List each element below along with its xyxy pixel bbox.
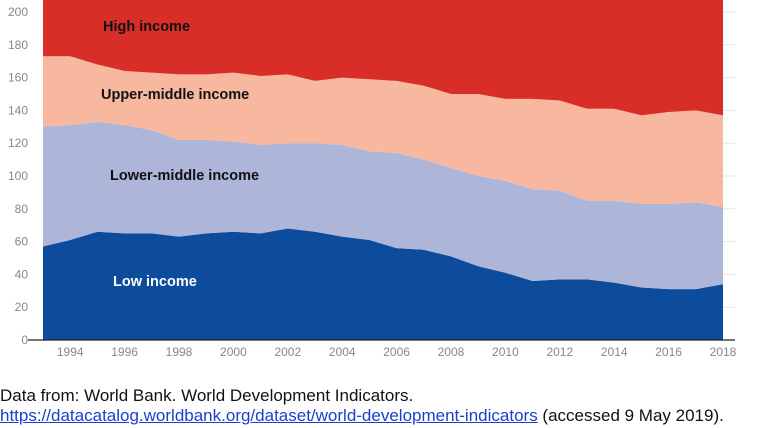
y-tick-label: 140 [8,103,28,117]
y-tick-label: 60 [15,235,29,249]
caption-link-line: https://datacatalog.worldbank.org/datase… [0,406,724,426]
y-tick-label: 20 [15,300,29,314]
x-tick-label: 1994 [57,345,84,359]
x-tick-label: 2012 [546,345,573,359]
x-tick-label: 2018 [710,345,737,359]
x-tick-label: 1996 [111,345,138,359]
series-label: Low income [113,274,197,290]
x-tick-label: 1998 [166,345,193,359]
x-tick-label: 2016 [655,345,682,359]
caption-source: Data from: World Bank. World Development… [0,386,414,405]
area-upper-middle-income [43,56,723,208]
x-tick-label: 2008 [438,345,465,359]
y-tick-label: 40 [15,267,29,281]
x-tick-label: 2006 [383,345,410,359]
y-tick-label: 200 [8,5,28,19]
y-tick-label: 180 [8,38,28,52]
x-tick-label: 2014 [601,345,628,359]
x-tick-label: 2000 [220,345,247,359]
stacked-area-chart: 0 20 40 60 80 100 120 140 160 180 200 Low income Low… [8,0,737,359]
y-tick-label: 100 [8,169,28,183]
x-tick-label: 2004 [329,345,356,359]
y-tick-label: 80 [15,202,29,216]
area-high-income [43,0,723,116]
series-label: Lower-middle income [110,168,259,184]
x-tick-label: 2002 [274,345,301,359]
series-label: High income [103,19,190,35]
series-label: Upper-middle income [101,87,249,103]
y-tick-label: 160 [8,71,28,85]
x-tick-label: 2010 [492,345,519,359]
area-lower-middle-income [43,121,723,290]
y-tick-label: 0 [21,333,28,347]
y-tick-label: 120 [8,136,28,150]
source-link[interactable]: https://datacatalog.worldbank.org/datase… [0,406,538,425]
area-low-income [43,228,723,340]
caption-accessed: (accessed 9 May 2019). [537,406,724,425]
